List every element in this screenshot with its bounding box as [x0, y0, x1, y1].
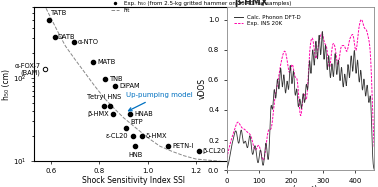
X-axis label: ω (cm⁻¹): ω (cm⁻¹): [284, 185, 317, 187]
Text: HNAB: HNAB: [135, 111, 153, 117]
Legend: Exp. h₅₀ (from 2.5-kg gritted hammer on 30-40 mg samples), Fit: Exp. h₅₀ (from 2.5-kg gritted hammer on …: [108, 0, 293, 15]
Text: DIPAM: DIPAM: [119, 83, 140, 89]
Text: ε-CL20: ε-CL20: [106, 133, 129, 139]
Text: δ-HMX: δ-HMX: [146, 133, 167, 139]
Text: α-FOX-7
(BAM): α-FOX-7 (BAM): [15, 63, 41, 76]
Text: PETN-I: PETN-I: [172, 143, 194, 149]
Legend: Calc. Phonon DFT-D, Exp. INS 20K: Calc. Phonon DFT-D, Exp. INS 20K: [232, 13, 302, 28]
Text: DATB: DATB: [57, 34, 75, 40]
Text: β-HMX: β-HMX: [234, 0, 268, 7]
Text: Up-pumping model: Up-pumping model: [126, 92, 193, 111]
X-axis label: Shock Sensitivity Index SSI: Shock Sensitivity Index SSI: [82, 176, 185, 185]
Text: β-CL20: β-CL20: [203, 148, 226, 154]
Text: Tetryl HNS: Tetryl HNS: [87, 94, 121, 100]
Y-axis label: vDOS: vDOS: [198, 78, 206, 99]
Text: HNB: HNB: [128, 152, 142, 158]
Text: α-NTO: α-NTO: [78, 39, 99, 45]
Text: TNB: TNB: [110, 76, 123, 82]
Text: BTP: BTP: [130, 119, 143, 125]
Text: β-HMX: β-HMX: [87, 111, 109, 117]
Y-axis label: h₅₀ (cm): h₅₀ (cm): [2, 69, 11, 100]
Text: TATB: TATB: [51, 10, 68, 16]
Text: MATB: MATB: [98, 59, 116, 65]
